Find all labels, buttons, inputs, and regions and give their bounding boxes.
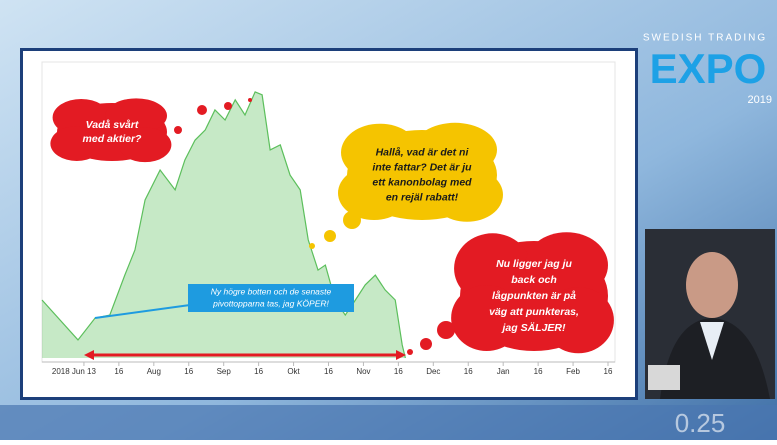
annotation-line: en rejäl rabatt! — [386, 191, 459, 203]
callout — [188, 284, 354, 312]
ticker-text: 0.25 — [675, 408, 726, 438]
thought-dot — [407, 349, 413, 355]
x-tick-label: 16 — [184, 367, 193, 376]
annotation-line: med aktier? — [83, 133, 143, 145]
cloud-part — [341, 123, 419, 182]
x-tick-label: Aug — [147, 367, 161, 376]
annotation-line: väg att punkteras, — [489, 306, 579, 318]
thought-dot — [437, 321, 455, 339]
x-tick-label: Nov — [356, 367, 370, 376]
thought-dot — [174, 126, 182, 134]
cloud-part — [451, 285, 523, 351]
thought-dot — [420, 338, 432, 350]
arrow-head — [84, 350, 94, 360]
x-tick-label: 16 — [254, 367, 263, 376]
cloud-red-2 — [451, 232, 614, 354]
cloud-part — [118, 127, 172, 163]
x-tick-label: Dec — [426, 367, 440, 376]
cloud-part — [525, 232, 608, 299]
annotation-line: back och — [511, 274, 557, 286]
cloud-part — [413, 122, 497, 177]
cloud-part — [338, 166, 410, 220]
speaker-video — [645, 229, 775, 399]
annotation-line: Nu ligger jag ju — [496, 258, 572, 270]
thought-dot — [324, 230, 336, 242]
brand-top: SWEDISH TRADING — [643, 33, 767, 44]
x-tick-label: Sep — [217, 367, 232, 376]
arrow-head — [396, 350, 406, 360]
thought-dot — [309, 243, 315, 249]
callout-line: pivottopparna tas, jag KÖPER! — [212, 298, 329, 308]
x-tick-label: 16 — [534, 367, 543, 376]
brand-year: 2019 — [748, 94, 772, 106]
cloud-part — [50, 126, 104, 161]
annotation-line: lågpunkten är på — [492, 290, 576, 302]
brand-main: EXPO — [650, 45, 767, 92]
annotation-line: ett kanonbolag med — [372, 176, 472, 188]
x-tick-label: Jan — [497, 367, 510, 376]
x-tick-label: 16 — [464, 367, 473, 376]
line — [41, 91, 406, 359]
annotation-line: Hallå, vad är det ni — [376, 146, 470, 158]
thought-dot — [343, 211, 361, 229]
x-tick-label: Feb — [566, 367, 580, 376]
x-tick-label: Okt — [287, 367, 300, 376]
thought-dot — [197, 105, 207, 115]
speaker-shirt — [700, 322, 724, 360]
speaker-head — [686, 252, 738, 318]
cloud-part — [431, 167, 503, 222]
speaker-body — [660, 318, 770, 399]
cloud-red-1 — [50, 98, 172, 163]
cloud-part — [52, 98, 110, 137]
x-tick-label: 16 — [604, 367, 613, 376]
cloud-part — [454, 233, 532, 304]
ticker-band — [0, 405, 777, 440]
lectern — [648, 365, 680, 390]
x-tick-label: 16 — [324, 367, 333, 376]
annotation-line: inte fattar? Det är ju — [372, 161, 472, 173]
cloud-part — [542, 287, 614, 354]
annotation-line: Vadå svårt — [86, 119, 139, 131]
callout-line: Ny högre botten och de senaste — [211, 286, 332, 296]
x-tick-label: 2018 Jun 13 — [52, 367, 97, 376]
callout-pointer — [94, 304, 191, 319]
thought-dot — [224, 102, 232, 110]
x-tick-label: 16 — [394, 367, 403, 376]
cloud-part — [105, 98, 167, 134]
thought-dot — [248, 98, 252, 102]
annotation-line: jag SÄLJER! — [500, 321, 566, 334]
x-tick-label: 16 — [114, 367, 123, 376]
cloud-yellow — [338, 122, 503, 222]
